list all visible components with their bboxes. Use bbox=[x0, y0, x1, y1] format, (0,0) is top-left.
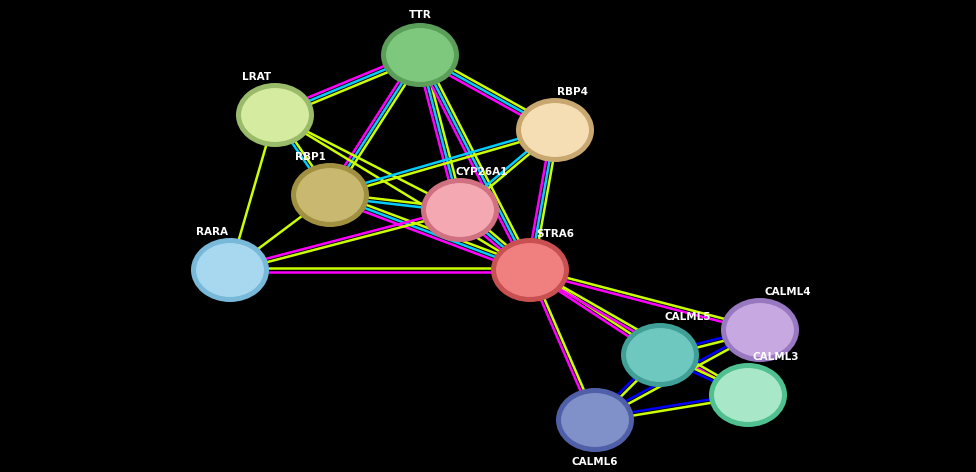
Text: RBP1: RBP1 bbox=[295, 152, 325, 162]
Text: CALML4: CALML4 bbox=[764, 287, 811, 297]
Text: RBP4: RBP4 bbox=[557, 87, 589, 97]
Text: STRA6: STRA6 bbox=[536, 229, 574, 239]
Ellipse shape bbox=[621, 323, 699, 387]
Ellipse shape bbox=[195, 242, 265, 298]
Ellipse shape bbox=[556, 388, 634, 452]
Ellipse shape bbox=[560, 392, 630, 448]
Ellipse shape bbox=[713, 367, 783, 423]
Text: CALML5: CALML5 bbox=[665, 312, 712, 322]
Ellipse shape bbox=[240, 87, 310, 143]
Ellipse shape bbox=[236, 83, 314, 147]
Ellipse shape bbox=[291, 163, 369, 227]
Text: RARA: RARA bbox=[196, 227, 228, 237]
Ellipse shape bbox=[491, 238, 569, 302]
Ellipse shape bbox=[721, 298, 799, 362]
Text: CALML6: CALML6 bbox=[572, 457, 618, 467]
Ellipse shape bbox=[191, 238, 269, 302]
Ellipse shape bbox=[725, 302, 795, 358]
Text: CYP26A1: CYP26A1 bbox=[456, 167, 508, 177]
Ellipse shape bbox=[421, 178, 499, 242]
Ellipse shape bbox=[520, 102, 590, 158]
Ellipse shape bbox=[381, 23, 459, 87]
Ellipse shape bbox=[425, 182, 495, 238]
Ellipse shape bbox=[495, 242, 565, 298]
Ellipse shape bbox=[295, 167, 365, 223]
Text: TTR: TTR bbox=[409, 10, 431, 20]
Ellipse shape bbox=[385, 27, 455, 83]
Ellipse shape bbox=[516, 98, 594, 162]
Text: LRAT: LRAT bbox=[242, 72, 271, 82]
Text: CALML3: CALML3 bbox=[752, 352, 799, 362]
Ellipse shape bbox=[625, 327, 695, 383]
Ellipse shape bbox=[709, 363, 787, 427]
